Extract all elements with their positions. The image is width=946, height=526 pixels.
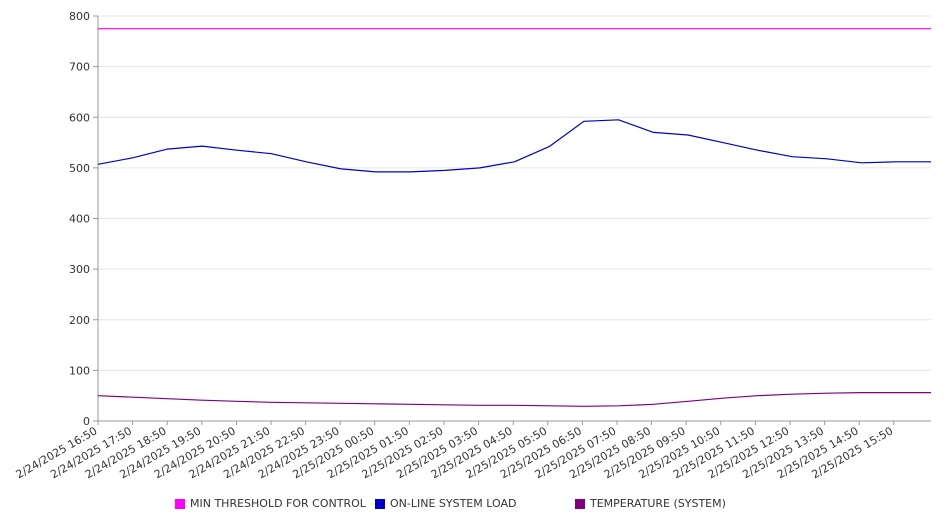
- y-tick-label: 600: [69, 111, 90, 124]
- series-line-1: [97, 119, 931, 173]
- y-tick-label: 200: [69, 314, 90, 327]
- x-tick-labels: 2/24/2025 16:502/24/2025 17:502/24/2025 …: [14, 424, 896, 481]
- axes: [93, 15, 931, 425]
- legend-label-min-threshold: MIN THRESHOLD FOR CONTROL: [190, 497, 366, 510]
- legend-label-temperature: TEMPERATURE (SYSTEM): [590, 497, 726, 510]
- grid-lines: [98, 15, 931, 422]
- legend-item-temperature: TEMPERATURE (SYSTEM): [575, 497, 726, 510]
- legend-item-system-load: ON-LINE SYSTEM LOAD: [375, 497, 516, 510]
- y-tick-label: 700: [69, 61, 90, 74]
- legend-label-system-load: ON-LINE SYSTEM LOAD: [390, 497, 517, 510]
- legend-swatch-temperature: [575, 498, 585, 509]
- series-line-2: [97, 392, 931, 407]
- legend-item-min-threshold: MIN THRESHOLD FOR CONTROL: [175, 497, 366, 510]
- legend: MIN THRESHOLD FOR CONTROL ON-LINE SYSTEM…: [0, 497, 946, 515]
- legend-swatch-system-load: [375, 498, 385, 509]
- y-tick-label: 0: [83, 415, 90, 428]
- y-tick-label: 300: [69, 263, 90, 276]
- series-lines: [97, 28, 931, 407]
- y-tick-labels: 0 100 200 300 400 500 600 700 800: [69, 10, 90, 428]
- legend-swatch-min-threshold: [175, 498, 185, 509]
- y-tick-label: 100: [69, 364, 90, 377]
- y-tick-label: 800: [69, 10, 90, 23]
- y-tick-label: 400: [69, 213, 90, 226]
- y-tick-label: 500: [69, 162, 90, 175]
